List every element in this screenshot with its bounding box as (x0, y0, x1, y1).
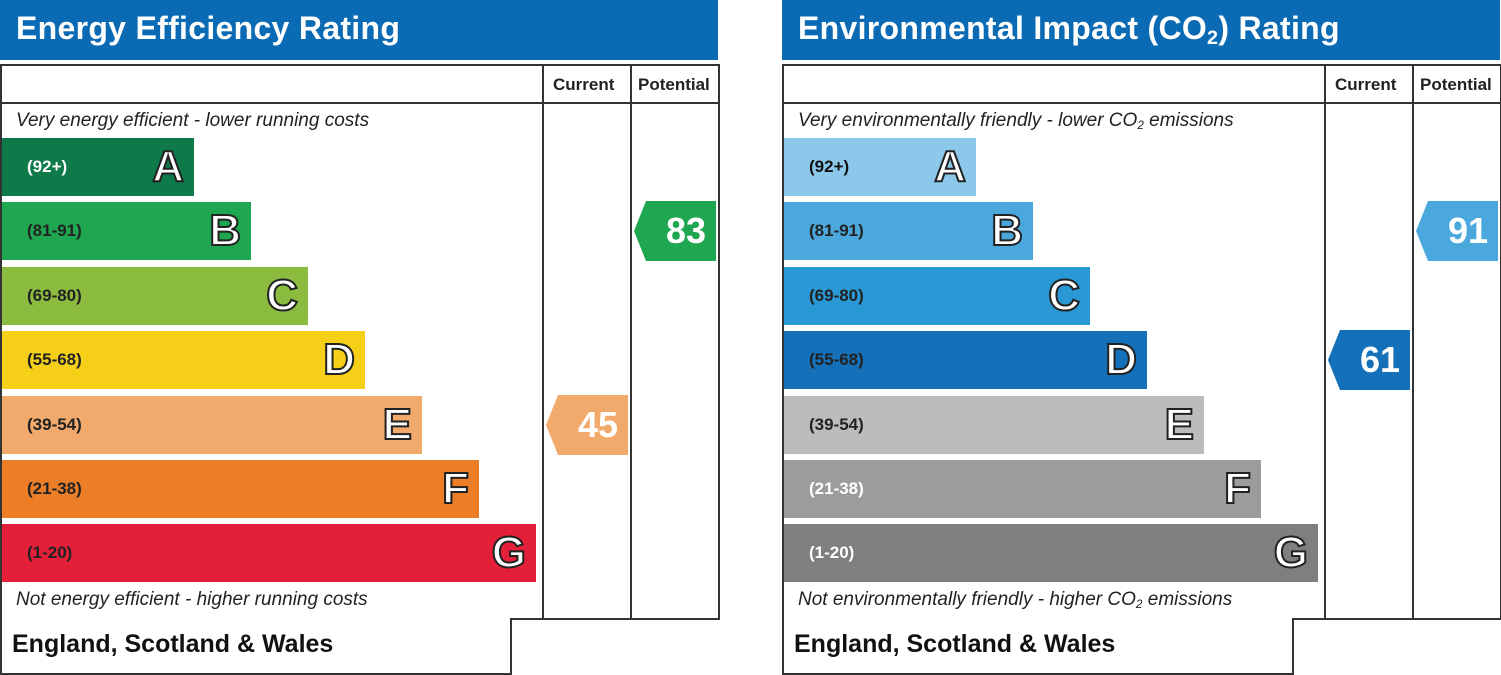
band-range-label: (69-80) (809, 285, 864, 305)
current-column-header: Current (553, 75, 615, 94)
potential-column-header: Potential (638, 75, 710, 94)
band-b: (81-91) B (2, 202, 251, 261)
potential-column-divider (1412, 66, 1414, 618)
energy-efficiency-title: Energy Efficiency Rating (16, 10, 401, 46)
top-caption: Very environmentally friendly - lower CO… (798, 110, 1234, 132)
band-range-label: (81-91) (809, 221, 864, 241)
band-range-label: (81-91) (27, 221, 82, 241)
band-letter: C (265, 270, 299, 321)
current-column-divider (1324, 66, 1326, 618)
current-rating-marker: 45 (546, 394, 628, 455)
current-marker-shape (546, 394, 628, 455)
potential-marker-arrow (634, 201, 716, 262)
band-range-label: (39-54) (27, 414, 82, 434)
current-marker-shape (1328, 330, 1410, 391)
current-marker-arrow (1328, 330, 1410, 391)
column-header-row (784, 66, 1500, 104)
band-e: (39-54) E (784, 395, 1204, 454)
energy-efficiency-frame: Current Potential Very energy efficient … (0, 64, 720, 620)
band-range-label: (69-80) (27, 285, 82, 305)
potential-marker-shape (1416, 201, 1498, 262)
region-label: England, Scotland & Wales (794, 630, 1116, 658)
band-letter: B (208, 205, 242, 256)
energy-efficiency-header: Energy Efficiency Rating (0, 0, 718, 60)
band-letter: D (322, 334, 356, 385)
band-d: (55-68) D (784, 331, 1147, 390)
current-column-divider (542, 66, 544, 618)
band-range-label: (92+) (809, 157, 850, 176)
environmental-impact-title: Environmental Impact (CO2) Rating (798, 10, 1340, 49)
band-letter: E (1164, 399, 1195, 450)
band-letter: A (151, 141, 185, 192)
band-letter: A (933, 141, 967, 192)
band-range-label: (55-68) (809, 350, 864, 370)
potential-rating-marker: 83 (634, 201, 716, 262)
band-b: (81-91) B (784, 202, 1033, 261)
potential-rating-value: 91 (1447, 210, 1489, 252)
potential-marker-shape (634, 201, 716, 262)
band-d: (55-68) D (2, 331, 365, 390)
region-footer: England, Scotland & Wales (0, 618, 512, 675)
region-label: England, Scotland & Wales (12, 630, 334, 658)
band-f: (21-38) F (784, 460, 1261, 518)
band-range-label: (1-20) (809, 543, 855, 563)
band-letter: E (382, 399, 413, 450)
band-range-label: (92+) (27, 157, 68, 176)
current-marker-arrow (546, 394, 628, 455)
band-letter: D (1104, 334, 1138, 385)
environmental-impact-chart: Environmental Impact (CO2) Rating Curren… (782, 0, 1501, 675)
potential-rating-marker: 91 (1416, 201, 1498, 262)
band-letter: F (441, 463, 470, 514)
potential-column-divider (630, 66, 632, 618)
band-a: (92+) A (784, 138, 976, 196)
band-g: (1-20) G (784, 524, 1318, 583)
band-range-label: (39-54) (809, 414, 864, 434)
band-c: (69-80) C (2, 266, 308, 325)
bottom-caption: Not environmentally friendly - higher CO… (798, 589, 1233, 611)
current-column-header: Current (1335, 75, 1397, 94)
current-rating-value: 61 (1359, 339, 1401, 381)
band-letter: B (990, 205, 1024, 256)
top-caption: Very energy efficient - lower running co… (16, 110, 370, 131)
current-rating-value: 45 (577, 403, 619, 445)
band-a: (92+) A (2, 138, 194, 196)
band-range-label: (21-38) (809, 479, 864, 498)
band-letter: G (1273, 527, 1309, 578)
potential-rating-value: 83 (665, 210, 707, 252)
bottom-caption: Not energy efficient - higher running co… (16, 589, 368, 610)
potential-column-header: Potential (1420, 75, 1492, 94)
current-rating-marker: 61 (1328, 330, 1410, 391)
band-letter: C (1047, 270, 1081, 321)
environmental-impact-header: Environmental Impact (CO2) Rating (782, 0, 1500, 60)
band-range-label: (55-68) (27, 350, 82, 370)
band-e: (39-54) E (2, 395, 422, 454)
region-footer: England, Scotland & Wales (782, 618, 1294, 675)
band-letter: F (1223, 463, 1252, 514)
band-letter: G (491, 527, 527, 578)
band-f: (21-38) F (2, 460, 479, 518)
band-g: (1-20) G (2, 524, 536, 583)
band-range-label: (21-38) (27, 479, 82, 498)
column-header-row (2, 66, 718, 104)
potential-marker-arrow (1416, 201, 1498, 262)
energy-efficiency-chart: Energy Efficiency Rating Current Potenti… (0, 0, 720, 675)
environmental-impact-frame: Current Potential Very environmentally f… (782, 64, 1501, 620)
band-range-label: (1-20) (27, 543, 73, 563)
band-c: (69-80) C (784, 266, 1090, 325)
